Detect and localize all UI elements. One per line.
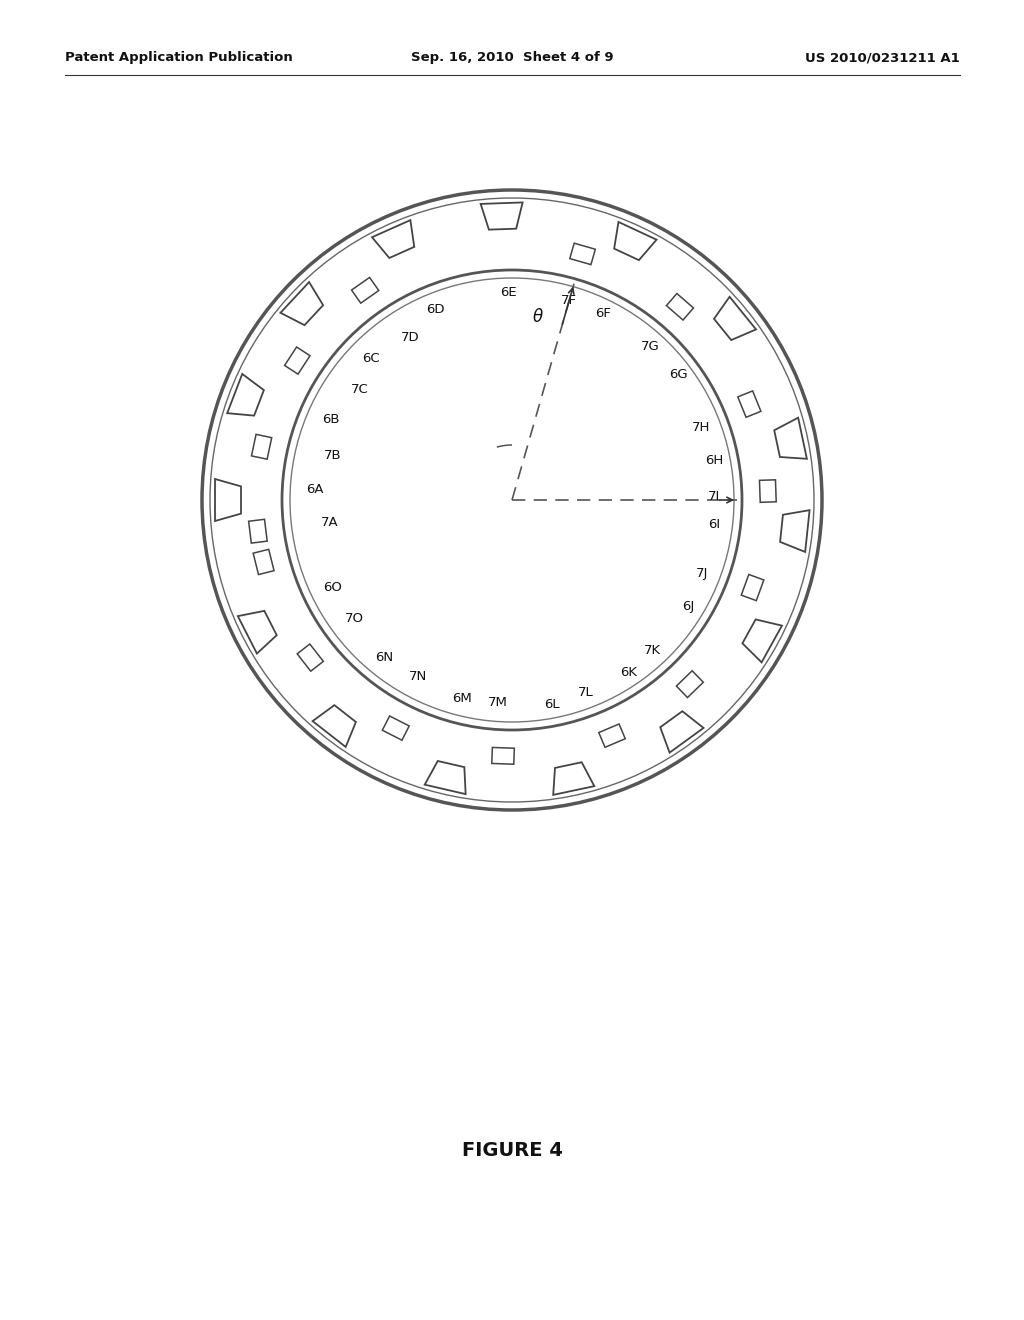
Text: 6L: 6L [544, 698, 559, 710]
Text: 7I: 7I [708, 490, 720, 503]
Polygon shape [480, 202, 522, 230]
Text: 7O: 7O [345, 612, 365, 626]
Polygon shape [774, 417, 807, 459]
Text: $\theta$: $\theta$ [531, 308, 544, 326]
Polygon shape [569, 243, 595, 264]
Text: 6C: 6C [361, 352, 379, 366]
Text: 7K: 7K [644, 644, 662, 657]
Text: 7B: 7B [324, 449, 341, 462]
Polygon shape [249, 519, 267, 543]
Text: Patent Application Publication: Patent Application Publication [65, 51, 293, 65]
Text: 7N: 7N [409, 671, 427, 682]
Polygon shape [738, 391, 761, 417]
Polygon shape [252, 434, 271, 459]
Polygon shape [215, 479, 241, 521]
Polygon shape [760, 479, 776, 503]
Text: 6G: 6G [669, 368, 687, 381]
Polygon shape [714, 297, 756, 341]
Polygon shape [281, 282, 324, 325]
Text: FIGURE 4: FIGURE 4 [462, 1140, 562, 1159]
Polygon shape [351, 277, 379, 304]
Text: 7F: 7F [561, 293, 578, 306]
Polygon shape [742, 619, 782, 663]
Text: 6O: 6O [323, 581, 342, 594]
Text: 7D: 7D [401, 331, 420, 343]
Text: 7A: 7A [321, 516, 338, 529]
Text: 6I: 6I [709, 519, 721, 532]
Polygon shape [741, 574, 764, 601]
Polygon shape [660, 711, 703, 752]
Text: 6N: 6N [375, 651, 393, 664]
Polygon shape [312, 705, 356, 747]
Text: 7G: 7G [640, 341, 659, 354]
Text: Sep. 16, 2010  Sheet 4 of 9: Sep. 16, 2010 Sheet 4 of 9 [411, 51, 613, 65]
Polygon shape [780, 510, 810, 552]
Text: 6D: 6D [426, 304, 444, 317]
Polygon shape [667, 293, 693, 319]
Text: 6B: 6B [323, 413, 340, 426]
Text: US 2010/0231211 A1: US 2010/0231211 A1 [805, 51, 961, 65]
Polygon shape [677, 671, 703, 697]
Text: 6M: 6M [453, 693, 472, 705]
Polygon shape [253, 549, 274, 574]
Polygon shape [285, 347, 310, 374]
Text: 6K: 6K [620, 665, 637, 678]
Polygon shape [492, 747, 514, 764]
Polygon shape [553, 762, 594, 795]
Polygon shape [425, 762, 466, 795]
Text: 7L: 7L [578, 686, 594, 698]
Polygon shape [238, 611, 276, 653]
Text: 6E: 6E [500, 285, 517, 298]
Polygon shape [227, 374, 264, 416]
Text: 6F: 6F [595, 306, 611, 319]
Text: 7C: 7C [351, 383, 369, 396]
Polygon shape [614, 222, 656, 260]
Text: 7M: 7M [487, 696, 508, 709]
Text: 6H: 6H [706, 454, 723, 467]
Polygon shape [382, 715, 410, 741]
Polygon shape [297, 644, 324, 671]
Polygon shape [599, 723, 626, 747]
Text: 6A: 6A [306, 483, 324, 496]
Polygon shape [372, 220, 415, 257]
Text: 7H: 7H [692, 421, 711, 434]
Text: 6J: 6J [682, 599, 694, 612]
Text: 7J: 7J [696, 566, 709, 579]
